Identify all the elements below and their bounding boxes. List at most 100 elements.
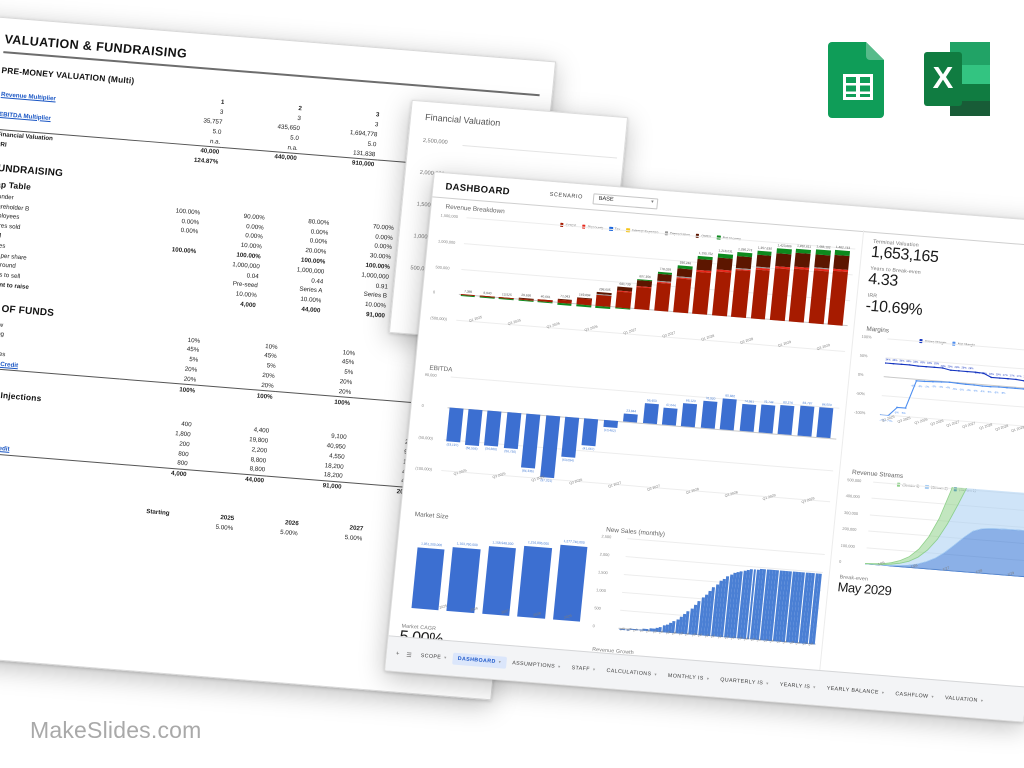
y-axis-tick: 500,000 [847,477,862,484]
bar-value-label: (84,336) [521,468,534,474]
sheet-tab-yearly-balance[interactable]: YEARLY BALANCE ▾ [821,682,890,699]
y-axis-tick: 1,000,000 [437,238,456,245]
data-label: -5% [952,387,958,391]
app-icons: X [826,40,990,118]
bar-value-label: 85,882 [725,394,736,399]
cell-link[interactable]: Supplier Credit [0,359,19,370]
data-label: 34% [892,358,898,362]
chevron-down-icon[interactable]: ▾ [812,684,817,690]
chevron-down-icon[interactable]: ▾ [557,664,561,670]
sheet-tab-label: SCOPE [420,652,442,661]
y-axis-tick: 0 [838,558,842,564]
data-point [941,367,944,369]
bar-value-label: 29,636 [521,293,532,298]
bar-value-label: 47,044 [665,403,676,408]
sheet-tab-dashboard[interactable]: DASHBOARD ▾ [452,652,507,669]
y-axis-tick: 1,500 [597,569,608,576]
x-axis-tick: Q3 2028 [994,423,1009,432]
add-sheet-icon[interactable]: + [395,650,400,658]
sheet-tab-yearly-is[interactable]: YEARLY IS ▾ [774,678,821,694]
data-label: -4% [945,386,951,390]
bar-value-label: (53,197) [446,442,459,448]
data-label: 33% [919,361,926,365]
chevron-down-icon[interactable]: ▾ [443,654,448,661]
bar-value-label: 778,029 [659,267,672,272]
data-point [948,381,951,383]
chevron-down-icon[interactable]: ▾ [765,680,770,686]
bar-segment [775,252,792,268]
bar-fill [603,419,618,428]
x-axis-tick: Q1 2027 [946,419,961,428]
svg-text:X: X [933,60,954,95]
revenue-breakdown-panel: Revenue Breakdown COGSDiscountsTaxIntere… [427,203,858,384]
data-point [972,384,976,386]
sheet-tab-cashflow[interactable]: CASHFLOW ▾ [890,688,940,704]
bar-value-label: 7,388 [463,289,473,295]
bar-segment-net-income [479,296,495,299]
bar-segment [833,254,850,270]
sheet-tab-scope[interactable]: SCOPE ▾ [415,650,452,665]
sheet-tab-calculations[interactable]: CALCULATIONS ▾ [601,665,663,682]
dashboard-spreadsheet-window[interactable]: DASHBOARD SCENARIO BASE Revenue Breakdow… [384,171,1024,723]
data-label: 19% [995,372,1001,377]
dashboard-title: DASHBOARD [444,180,511,198]
data-point [974,371,977,373]
x-axis-tick: Q1 2025 [881,414,896,423]
bar-value-label: 8,940 [483,291,492,296]
chevron-down-icon[interactable]: ▾ [980,698,984,704]
data-label: 29% [947,364,953,369]
chevron-down-icon[interactable]: ▾ [706,675,710,682]
bar-value-label: 80,376 [782,400,794,406]
data-label: 29% [961,366,967,370]
sheet-tab-label: YEARLY IS [779,681,811,691]
data-point [931,381,935,383]
y-axis-tick: 200,000 [842,526,857,533]
bar-value-label: 71,043 [560,294,571,300]
all-sheets-icon[interactable]: ☰ [405,652,412,659]
bar-value-label: 607,356 [639,274,651,280]
sheet-tab-label: VALUATION [944,695,978,704]
x-axis-tick: Q3 2025 [897,416,912,424]
bar-value-label: (56,750) [504,449,517,455]
chevron-down-icon[interactable]: ▾ [654,671,658,677]
y-axis-tick: 90,000 [424,371,437,378]
bar-fill [445,407,464,443]
cell-link[interactable]: Supplier Credit [0,443,10,454]
y-axis-tick: -50% [855,390,866,397]
bar-value-label: (63,094) [561,458,574,463]
data-point [883,362,887,364]
bar-segment-net-income [576,304,592,308]
bar-segment [673,278,692,314]
y-axis-tick: 2,500 [601,533,612,540]
bar-value-label: 936,246 [679,260,692,266]
x-axis-tick: Q1 2028 [978,422,993,431]
chevron-down-icon[interactable]: ▾ [592,666,596,673]
data-point [879,414,882,416]
data-point [964,383,968,386]
data-label: 19% [974,371,981,375]
bar-segment-net-income [537,300,553,304]
chevron-down-icon[interactable]: ▾ [931,694,935,700]
chevron-down-icon[interactable]: ▾ [498,659,502,665]
sheet-tab-monthly-is[interactable]: MONTHLY IS ▾ [662,669,715,685]
data-point [990,376,993,379]
scenario-label: SCENARIO [549,191,584,201]
bar-value-label: 149,894 [578,292,591,298]
y-axis-tick: -100% [853,409,866,416]
bar-fill [464,408,483,447]
sheet-tab-staff[interactable]: STAFF ▾ [566,662,601,677]
bar-segment [615,291,632,309]
sheet-tab-label: STAFF [571,665,591,673]
data-label: -3% [931,385,937,389]
chevron-down-icon[interactable]: ▾ [881,690,885,696]
data-label: 34% [885,358,891,362]
scenario-select[interactable]: BASE [592,192,659,209]
sheet-tab-quarterly-is[interactable]: QUARTERLY IS ▾ [715,674,775,691]
bar-segment [755,254,772,269]
bar-fill [623,413,638,423]
bar-segment [769,268,790,321]
sheet-tab-assumptions[interactable]: ASSUMPTIONS ▾ [507,657,567,674]
data-point [956,382,959,385]
sheet-tab-valuation[interactable]: VALUATION ▾ [939,692,988,708]
y-axis-tick: 50% [859,352,868,359]
